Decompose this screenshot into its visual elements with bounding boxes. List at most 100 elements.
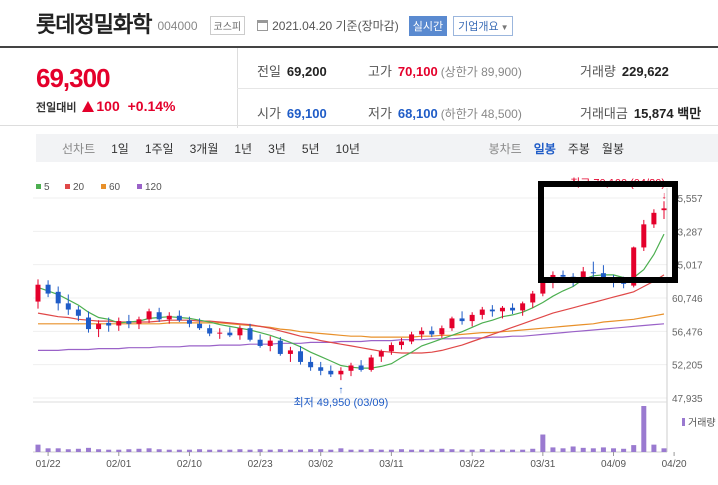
legend-label: 60 (109, 182, 121, 193)
candle-body (479, 309, 485, 315)
candle-weekly[interactable]: 주봉 (567, 141, 590, 156)
volume-bar (631, 445, 637, 452)
candle-body (267, 340, 273, 346)
prev-close-value: 69,200 (286, 64, 327, 79)
volume-bar (257, 449, 263, 452)
volume-bar (287, 449, 293, 452)
x-tick-label: 03/11 (379, 459, 404, 470)
candle-body (398, 341, 404, 346)
candle-body (651, 212, 657, 225)
volume-bar (469, 449, 475, 452)
volume-bar (116, 449, 122, 452)
candle-body (499, 307, 505, 312)
volume-bar (338, 448, 344, 452)
candle-body (378, 351, 384, 357)
y-tick-label: 47,935 (672, 394, 703, 405)
candle-monthly[interactable]: 월봉 (601, 141, 624, 156)
candle-chart-label: 봉차트 (488, 141, 522, 156)
candle-body (459, 318, 465, 322)
volume-bar (489, 449, 495, 452)
candle-body (510, 307, 516, 311)
candle-body (388, 345, 394, 352)
x-tick-label: 03/22 (460, 459, 485, 470)
candle-body (439, 328, 445, 335)
volume-bar (197, 449, 203, 452)
volume-bar (358, 449, 364, 452)
volume-bar (267, 449, 273, 452)
candle-body (328, 370, 334, 375)
legend-swatch (137, 184, 142, 189)
candle-body (641, 224, 647, 248)
candle-daily[interactable]: 일봉 (533, 141, 556, 156)
open-price: 시가 69,100 (257, 103, 327, 122)
period-5y[interactable]: 5년 (301, 141, 320, 156)
candle-body (580, 271, 586, 280)
candle-body (136, 319, 142, 324)
candle-body (298, 351, 304, 362)
volume-bar (247, 449, 253, 452)
volume-bar (419, 449, 425, 452)
x-tick-label: 02/01 (106, 459, 131, 470)
volume-legend-swatch (682, 418, 685, 426)
volume-bar (207, 449, 213, 452)
company-overview-label: 기업개요 (458, 20, 499, 33)
down-arrow-icon: ↓ (662, 190, 667, 201)
volume-bar (510, 449, 516, 452)
candle-body (429, 330, 435, 335)
low-price: 저가 68,100 (하한가 48,500) (368, 103, 522, 122)
candle-body (600, 273, 606, 280)
prev-close-label: 전일 (257, 64, 281, 79)
amount-label: 거래대금 (580, 106, 628, 121)
candle-body (348, 365, 354, 371)
x-tick-label: 02/10 (177, 459, 202, 470)
change-percent: +0.14% (127, 98, 176, 114)
company-overview-dropdown[interactable]: 기업개요 ▼ (453, 15, 514, 36)
volume-bar (590, 448, 596, 452)
period-3y[interactable]: 3년 (268, 141, 286, 156)
candle-body (308, 361, 314, 368)
volume-bar (166, 449, 172, 452)
legend-swatch (65, 184, 70, 189)
change-value: 100 (96, 98, 120, 114)
candle-body (247, 328, 253, 340)
volume-bar (661, 448, 667, 452)
open-value: 69,100 (286, 106, 327, 121)
divider (237, 88, 718, 89)
candle-body (45, 284, 51, 294)
volume-bar (398, 449, 404, 452)
period-1y[interactable]: 1년 (234, 141, 253, 156)
change-label: 전일대비 (36, 102, 77, 114)
candle-body (116, 321, 122, 326)
realtime-button[interactable]: 실시간 (408, 15, 448, 36)
volume-bar (55, 448, 61, 452)
volume-bar (348, 449, 354, 452)
volume-bar (570, 446, 576, 452)
candle-body (75, 309, 81, 316)
candle-body (156, 312, 162, 320)
period-10y[interactable]: 10년 (335, 141, 360, 156)
volume-bar (237, 449, 243, 452)
x-tick-label: 02/23 (248, 459, 273, 470)
up-triangle-icon (82, 101, 95, 112)
candle-body (176, 315, 182, 321)
up-arrow-icon: ↑ (338, 385, 343, 396)
calendar-icon (257, 20, 269, 31)
volume-bar (540, 434, 546, 452)
amount-value: 15,874 (633, 106, 674, 121)
x-tick-label: 03/02 (308, 459, 333, 470)
candle-body (106, 322, 112, 326)
legend-label: 120 (145, 182, 162, 193)
high-value: 70,100 (397, 64, 438, 79)
current-price: 69,300 (36, 63, 111, 93)
stock-name: 롯데정밀화학 (36, 12, 152, 37)
volume-bar (429, 449, 435, 452)
candle-body (227, 332, 233, 336)
low-value: 68,100 (397, 106, 438, 121)
period-3m[interactable]: 3개월 (189, 141, 219, 156)
period-1d[interactable]: 1일 (111, 141, 129, 156)
candle-body (318, 367, 324, 371)
low-annotation: 최저 49,950 (03/09) (293, 396, 388, 409)
period-1w[interactable]: 1주일 (144, 141, 174, 156)
candle-body (631, 247, 637, 286)
volume-bar (409, 449, 415, 452)
